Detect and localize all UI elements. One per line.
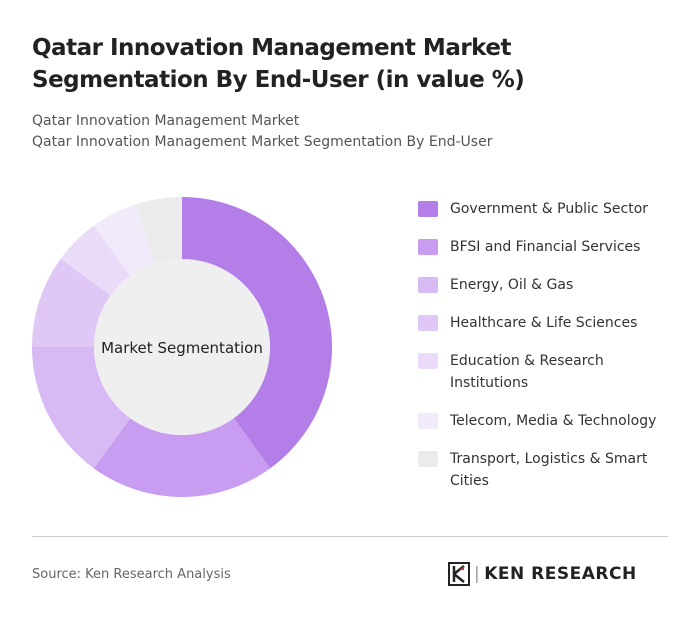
source: Source: Ken Research Analysis	[32, 567, 231, 582]
donut-segment	[182, 197, 332, 469]
legend-label: BFSI and Financial Services	[450, 239, 641, 255]
brand-logo: | KEN RESEARCH	[448, 562, 637, 586]
legend-item: Energy, Oil & Gas	[418, 274, 668, 296]
subtitle: Qatar Innovation Management Market Segme…	[32, 134, 493, 150]
legend: Government & Public Sector BFSI and Finan…	[418, 198, 668, 508]
legend-item: BFSI and Financial Services	[418, 236, 668, 258]
legend-swatch	[418, 451, 438, 467]
center-label: Market Segmentation	[101, 339, 263, 357]
legend-label: Education & Research Institutions	[450, 353, 604, 391]
legend-swatch	[418, 201, 438, 217]
legend-swatch	[418, 239, 438, 255]
legend-label: Government & Public Sector	[450, 201, 649, 217]
chart-title: Qatar Innovation Management Market Segme…	[32, 35, 525, 93]
donut-segment	[32, 258, 111, 347]
donut-segment	[32, 347, 131, 469]
legend-swatch	[418, 353, 438, 369]
legend-item: Government & Public Sector	[418, 198, 668, 220]
subtitle: Qatar Innovation Management Market	[32, 113, 300, 129]
legend-label: Transport, Logistics & Smart Cities	[450, 451, 648, 489]
logo-icon	[448, 562, 470, 586]
donut-chart: Market Segmentation	[32, 197, 332, 497]
donut-segment	[60, 225, 131, 296]
legend-item: Healthcare & Life Sciences	[418, 312, 668, 334]
legend-swatch	[418, 315, 438, 331]
legend-label: Healthcare & Life Sciences	[450, 315, 638, 331]
legend-label: Energy, Oil & Gas	[450, 277, 574, 293]
legend-item: Education & Research Institutions	[418, 350, 668, 394]
donut-segment	[93, 204, 155, 276]
legend-item: Transport, Logistics & Smart Cities	[418, 448, 668, 492]
legend-label: Telecom, Media & Technology	[450, 413, 657, 429]
donut-hole	[94, 259, 270, 435]
brand-name: KEN RESEARCH	[484, 564, 637, 584]
donut-segment	[93, 418, 271, 497]
donut-segment	[135, 197, 182, 264]
divider	[32, 536, 668, 537]
legend-item: Telecom, Media & Technology	[418, 410, 668, 432]
legend-swatch	[418, 277, 438, 293]
legend-swatch	[418, 413, 438, 429]
